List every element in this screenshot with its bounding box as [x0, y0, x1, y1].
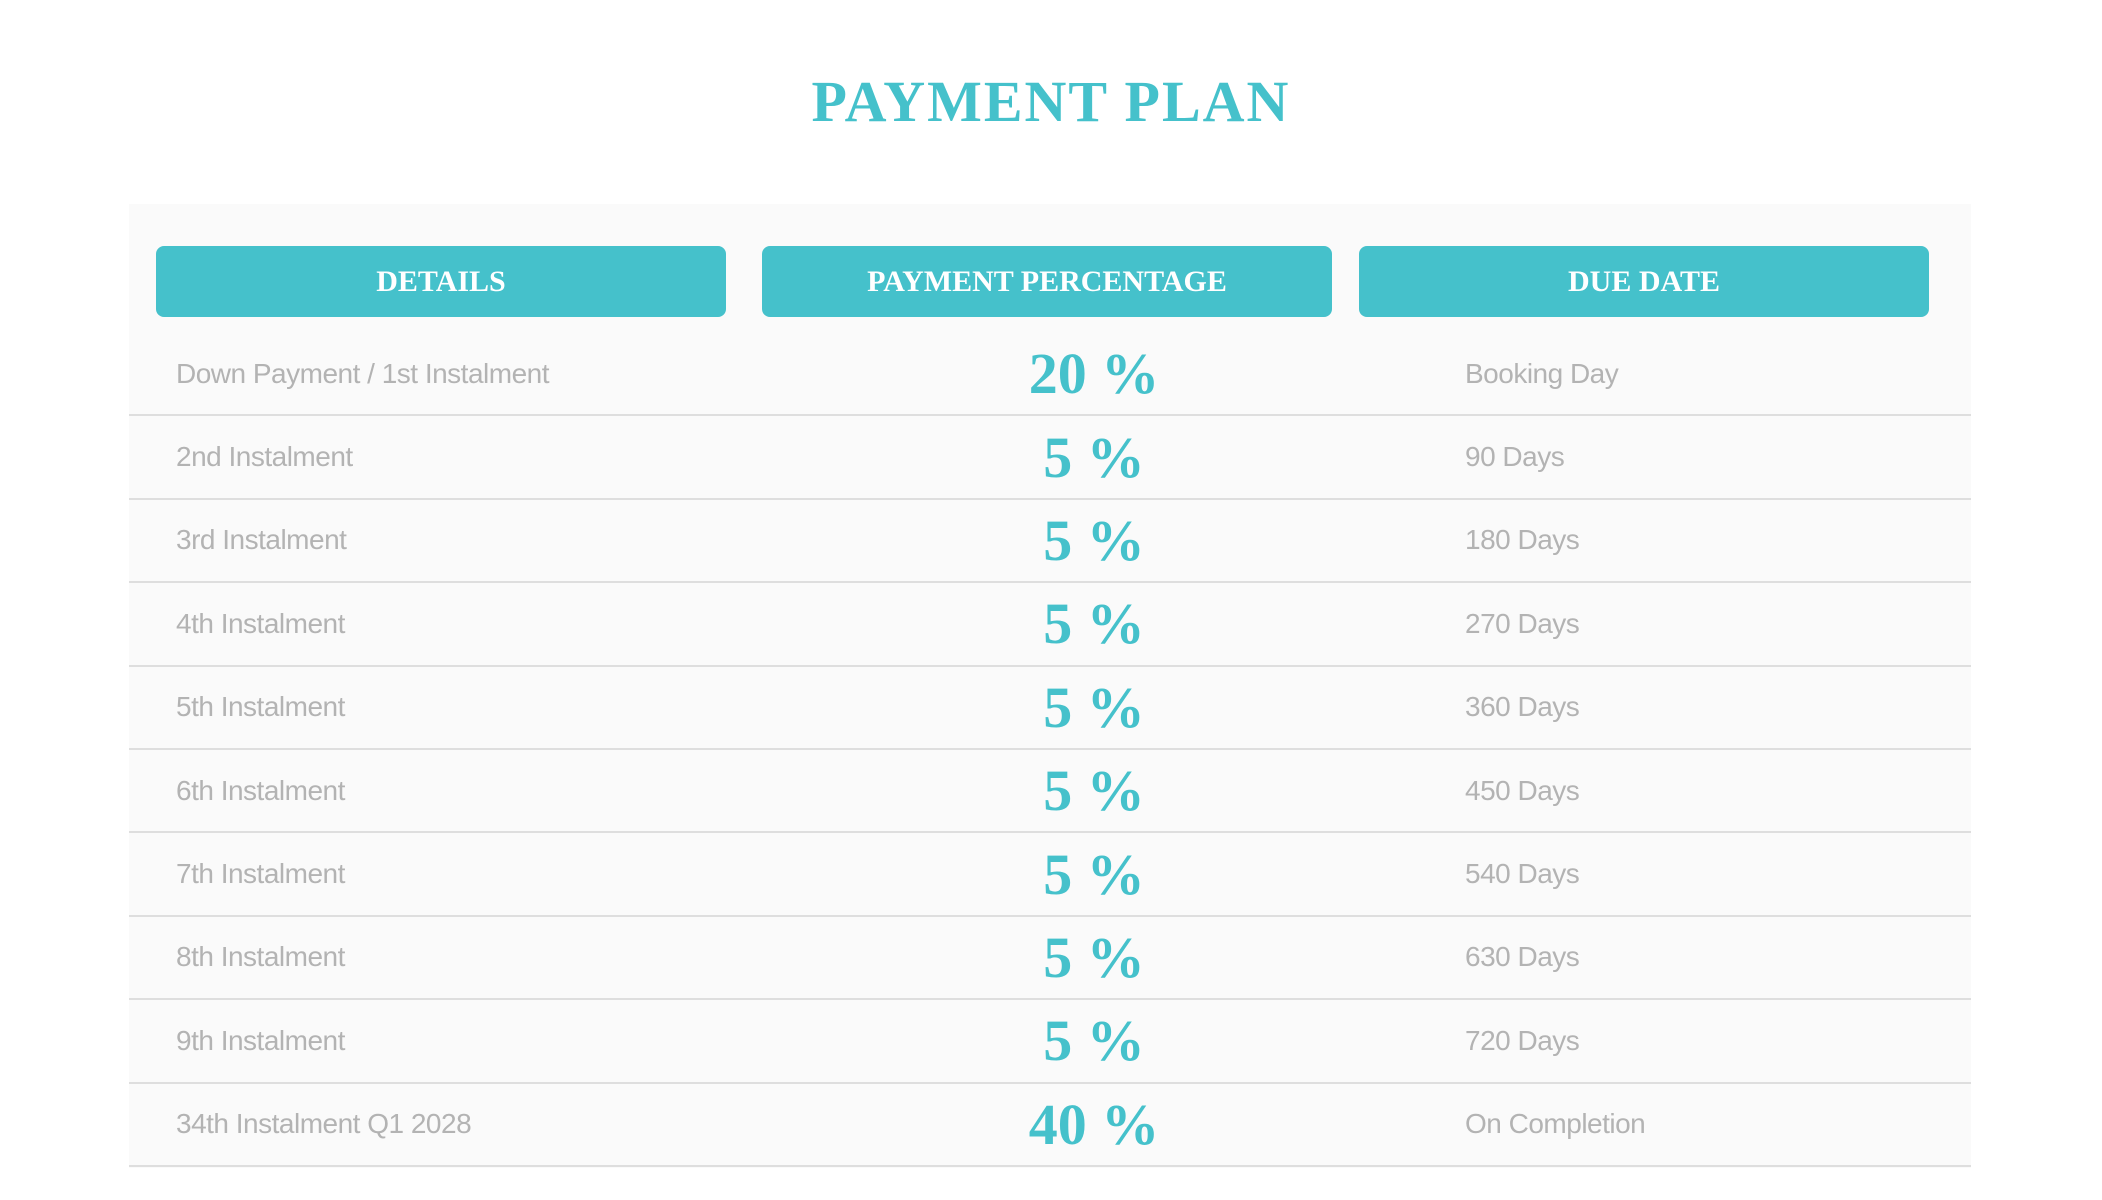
due-date-cell: 90 Days	[1465, 441, 1565, 473]
due-date-cell: 270 Days	[1465, 607, 1580, 639]
percentage-cell: 5 %	[1043, 1008, 1145, 1074]
due-date-cell: 630 Days	[1465, 941, 1580, 973]
table-row: 4th Instalment 5 % 270 Days	[129, 583, 1971, 667]
table-row: 6th Instalment 5 % 450 Days	[129, 750, 1971, 834]
table-row: 2nd Instalment 5 % 90 Days	[129, 416, 1971, 500]
percentage-cell: 5 %	[1043, 758, 1145, 824]
table-row: 7th Instalment 5 % 540 Days	[129, 833, 1971, 917]
percentage-cell: 20 %	[1028, 341, 1160, 407]
due-date-cell: 540 Days	[1465, 858, 1580, 890]
detail-cell: 6th Instalment	[176, 774, 345, 806]
table-row: 5th Instalment 5 % 360 Days	[129, 667, 1971, 750]
detail-cell: Down Payment / 1st Instalment	[176, 357, 550, 389]
detail-cell: 5th Instalment	[176, 691, 345, 723]
due-date-cell: 360 Days	[1465, 691, 1580, 723]
table-row: 3rd Instalment 5 % 180 Days	[129, 500, 1971, 584]
due-date-cell: Booking Day	[1465, 357, 1619, 389]
percentage-cell: 5 %	[1043, 841, 1145, 907]
table-row: 9th Instalment 5 % 720 Days	[129, 1000, 1971, 1084]
payment-plan-table: DETAILS PAYMENT PERCENTAGE DUE DATE Down…	[129, 204, 1971, 1168]
detail-cell: 7th Instalment	[176, 858, 345, 890]
table-row: 8th Instalment 5 % 630 Days	[129, 917, 1971, 1001]
percentage-cell: 5 %	[1043, 674, 1145, 740]
percentage-cell: 5 %	[1043, 507, 1145, 573]
due-date-cell: 450 Days	[1465, 774, 1580, 806]
detail-cell: 9th Instalment	[176, 1024, 345, 1056]
detail-cell: 34th Instalment Q1 2028	[176, 1108, 472, 1140]
percentage-cell: 40 %	[1028, 1091, 1160, 1157]
header-payment-percentage: PAYMENT PERCENTAGE	[762, 246, 1332, 317]
detail-cell: 8th Instalment	[176, 941, 345, 973]
table-row: 34th Instalment Q1 2028 40 % On Completion	[129, 1084, 1971, 1167]
percentage-cell: 5 %	[1043, 924, 1145, 990]
header-due-date: DUE DATE	[1359, 246, 1929, 317]
detail-cell: 4th Instalment	[176, 607, 345, 639]
detail-cell: 2nd Instalment	[176, 441, 353, 473]
table-row: Down Payment / 1st Instalment 20 % Booking…	[129, 333, 1971, 417]
due-date-cell: 180 Days	[1465, 524, 1580, 556]
percentage-cell: 5 %	[1043, 424, 1145, 490]
due-date-cell: 720 Days	[1465, 1024, 1580, 1056]
page-title: PAYMENT PLAN	[811, 69, 1291, 134]
table-body: Down Payment / 1st Instalment 20 % Booking…	[129, 333, 1971, 1167]
detail-cell: 3rd Instalment	[176, 524, 347, 556]
percentage-cell: 5 %	[1043, 591, 1145, 657]
due-date-cell: On Completion	[1465, 1108, 1646, 1140]
header-details: DETAILS	[156, 246, 726, 317]
